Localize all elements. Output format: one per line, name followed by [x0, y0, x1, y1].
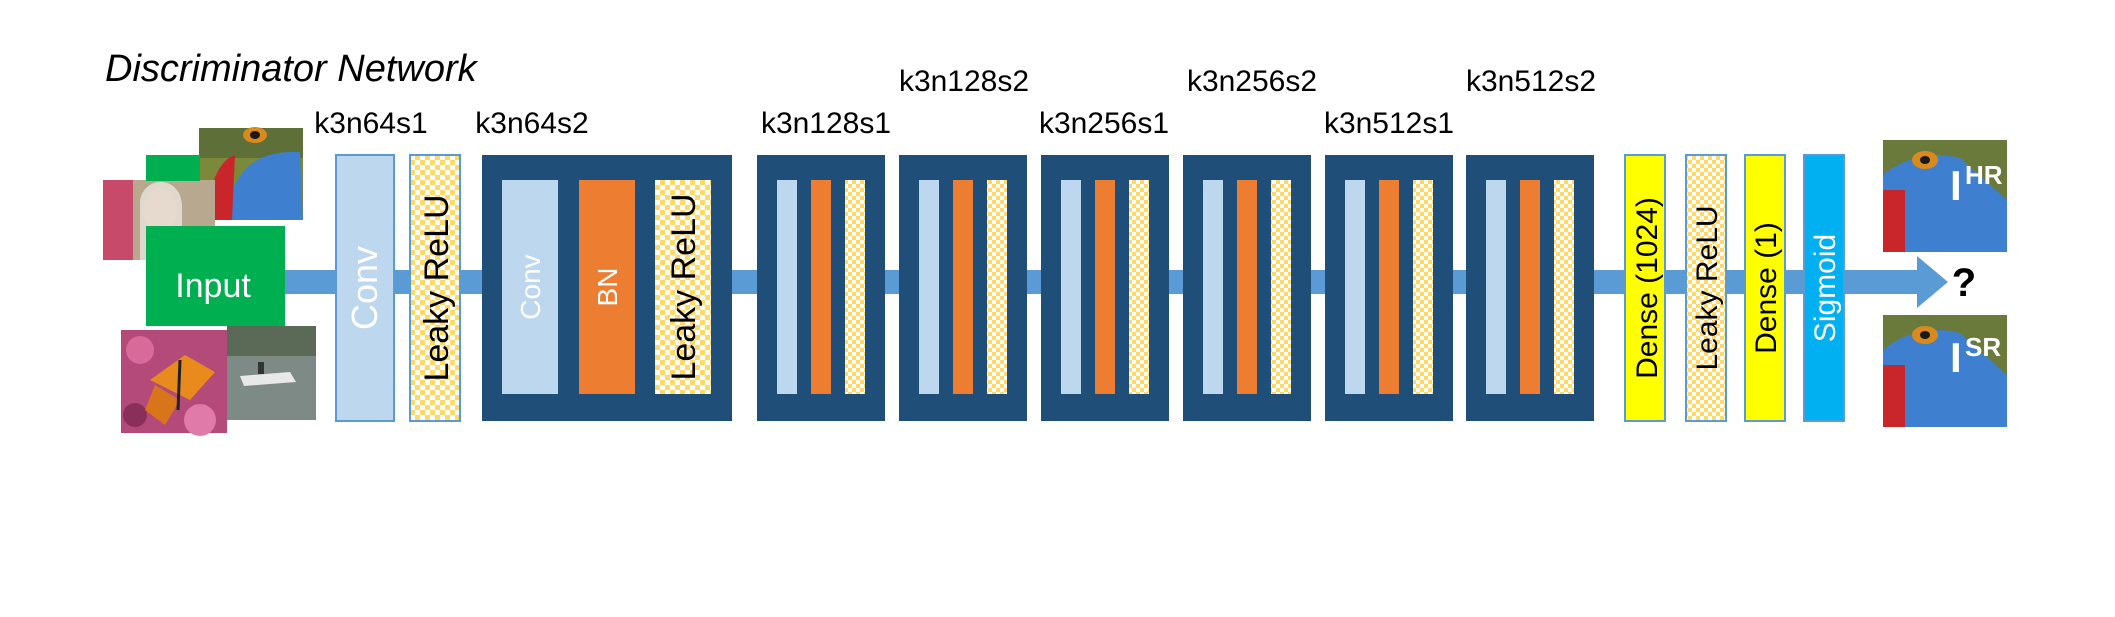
- leaky-relu-layer: Leaky ReLU: [409, 154, 461, 422]
- mandrill-hr-photo-icon: [1883, 140, 2007, 252]
- mini-bn-layer: [1520, 180, 1540, 394]
- mini-conv-layer: [1061, 180, 1081, 394]
- mandrill-photo-icon: [199, 127, 303, 220]
- dense-1024-label: Dense (1024): [1631, 197, 1664, 379]
- sigmoid-label: Sigmoid: [1809, 234, 1842, 342]
- sigmoid-layer: Sigmoid: [1803, 154, 1845, 422]
- block-config: k3n512s1: [1324, 107, 1454, 140]
- mini-bn-layer: [1379, 180, 1399, 394]
- output-hr-sup: HR: [1965, 160, 2003, 190]
- block-conv-layer: [502, 180, 558, 394]
- mini-leaky-relu-layer: [1554, 180, 1574, 394]
- input-images: Input: [103, 127, 316, 436]
- mini-leaky-relu-layer: [1271, 180, 1291, 394]
- output-sr-label: I SR: [1950, 332, 2001, 381]
- output-sr-base: I: [1950, 334, 1962, 381]
- head-leaky-relu-layer: Leaky ReLU: [1685, 154, 1727, 422]
- block-leaky-relu-label: Leaky ReLU: [665, 193, 703, 380]
- block-config: k3n512s2: [1466, 65, 1596, 98]
- block-bn-layer: [579, 180, 635, 394]
- block-leaky-relu-layer: [655, 180, 711, 394]
- expanded-block: Conv BN Leaky ReLU: [482, 155, 732, 421]
- input-label: Input: [175, 267, 251, 305]
- compact-block-k3n256s2: k3n256s2: [1183, 65, 1317, 421]
- input-box: [146, 226, 285, 326]
- block-config-k3n64s2: k3n64s2: [475, 107, 588, 140]
- output-hr-label: I HR: [1950, 160, 2003, 209]
- mini-bn-layer: [953, 180, 973, 394]
- compact-block-k3n128s1: k3n128s1: [757, 107, 891, 421]
- mini-leaky-relu-layer: [845, 180, 865, 394]
- mini-bn-layer: [1237, 180, 1257, 394]
- butterfly-flowers-photo-icon: [121, 330, 227, 436]
- block-config: k3n256s2: [1187, 65, 1317, 98]
- compact-block-k3n256s1: k3n256s1: [1039, 107, 1169, 421]
- mini-conv-layer: [919, 180, 939, 394]
- mini-conv-layer: [777, 180, 797, 394]
- output-hr-base: I: [1950, 162, 1962, 209]
- block-bn-label: BN: [592, 268, 623, 307]
- block-config: k3n128s2: [899, 65, 1029, 98]
- dense-1-layer: Dense (1): [1744, 154, 1786, 422]
- compact-block-k3n512s2: k3n512s2: [1466, 65, 1596, 421]
- dense-1-label: Dense (1): [1750, 222, 1783, 354]
- mini-conv-layer: [1486, 180, 1506, 394]
- mini-bn-layer: [1095, 180, 1115, 394]
- first-stage-config: k3n64s1: [314, 107, 427, 140]
- mini-leaky-relu-layer: [1413, 180, 1433, 394]
- conv-label: Conv: [344, 246, 385, 330]
- block-config: k3n128s1: [761, 107, 891, 140]
- dense-1024-layer: Dense (1024): [1624, 154, 1666, 422]
- leaky-relu-label: Leaky ReLU: [418, 194, 456, 381]
- mini-conv-layer: [1345, 180, 1365, 394]
- conv-layer: Conv: [335, 154, 395, 422]
- compact-block-k3n128s2: k3n128s2: [899, 65, 1029, 421]
- mini-leaky-relu-layer: [1129, 180, 1149, 394]
- boat-water-photo-icon: [227, 326, 316, 420]
- output-sr-sup: SR: [1965, 332, 2001, 362]
- block-config: k3n256s1: [1039, 107, 1169, 140]
- mini-bn-layer: [811, 180, 831, 394]
- diagram-title: Discriminator Network: [105, 48, 479, 90]
- head-leaky-relu-label: Leaky ReLU: [1691, 205, 1724, 370]
- mandrill-sr-photo-icon: [1883, 315, 2007, 427]
- block-conv-label: Conv: [515, 254, 546, 319]
- mini-conv-layer: [1203, 180, 1223, 394]
- mini-leaky-relu-layer: [987, 180, 1007, 394]
- compact-block-k3n512s1: k3n512s1: [1324, 107, 1454, 421]
- question-mark: ?: [1952, 261, 1976, 305]
